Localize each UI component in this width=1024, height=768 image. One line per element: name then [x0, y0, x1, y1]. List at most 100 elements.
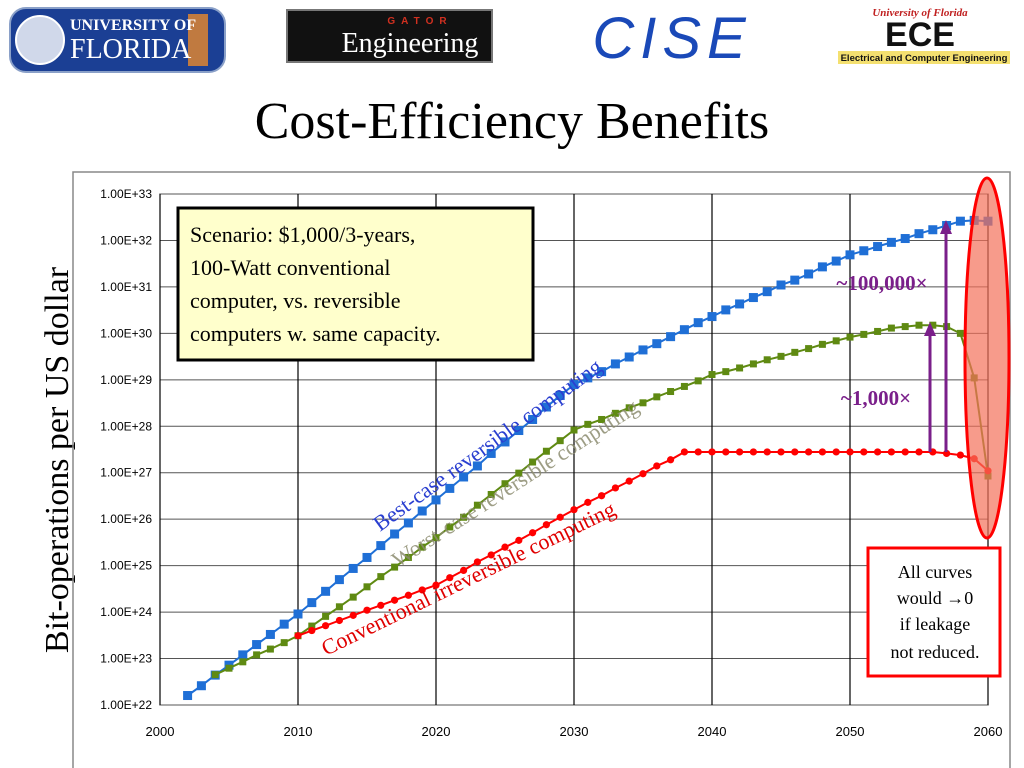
point — [362, 552, 372, 562]
point — [377, 601, 385, 609]
point — [570, 506, 578, 514]
point — [667, 456, 675, 464]
y-tick-label: 1.00E+29 — [100, 373, 152, 387]
point — [694, 377, 702, 385]
point — [556, 513, 564, 521]
scenario-text: Scenario: $1,000/3-years, — [190, 222, 415, 247]
point — [501, 480, 509, 488]
point — [404, 553, 412, 561]
point — [625, 477, 633, 485]
point — [529, 529, 537, 537]
point — [348, 563, 358, 573]
point — [528, 414, 538, 424]
point — [196, 681, 206, 691]
point — [432, 534, 440, 542]
point — [239, 658, 247, 666]
point — [914, 229, 924, 239]
point — [597, 367, 607, 377]
point — [459, 472, 469, 482]
point — [693, 318, 703, 328]
point — [432, 581, 440, 589]
point — [845, 250, 855, 260]
point — [667, 388, 675, 396]
point — [749, 448, 758, 456]
cise-logo: CISE — [592, 6, 751, 71]
gator-text: Engineering — [342, 28, 479, 59]
point — [846, 333, 854, 341]
point — [349, 593, 357, 601]
point — [831, 256, 841, 266]
point — [584, 498, 592, 506]
point — [639, 470, 647, 478]
point — [431, 495, 441, 505]
point — [680, 448, 689, 456]
point — [487, 490, 495, 498]
point — [473, 558, 481, 566]
point — [610, 359, 620, 369]
point — [529, 458, 537, 466]
point — [736, 448, 744, 456]
point — [583, 373, 593, 383]
point — [915, 321, 923, 329]
point — [804, 269, 814, 279]
point — [748, 293, 758, 303]
y-tick-label: 1.00E+22 — [100, 698, 152, 712]
point — [211, 671, 219, 679]
y-tick-label: 1.00E+31 — [100, 280, 152, 294]
point — [915, 448, 923, 456]
point — [928, 225, 938, 235]
uf-seal — [15, 15, 65, 65]
point — [515, 469, 523, 477]
x-tick-label: 2010 — [284, 724, 313, 739]
y-axis-label: Bit-operations per US dollar — [39, 266, 76, 653]
y-tick-label: 1.00E+33 — [100, 187, 152, 201]
point — [335, 603, 343, 611]
y-tick-label: 1.00E+23 — [100, 652, 152, 666]
point — [860, 330, 868, 338]
uf-text: UNIVERSITY OF — [70, 17, 196, 34]
point — [611, 409, 619, 417]
point — [541, 402, 551, 412]
ece-text: Electrical and Computer Engineering — [841, 53, 1008, 64]
point — [707, 312, 717, 322]
point — [639, 399, 647, 407]
point — [391, 563, 399, 571]
point — [280, 639, 288, 647]
point — [749, 360, 757, 368]
arrow-head — [924, 322, 936, 336]
point — [584, 420, 592, 428]
point — [901, 448, 909, 456]
point — [653, 393, 661, 401]
point — [846, 448, 854, 456]
point — [625, 404, 633, 412]
x-tick-label: 2050 — [836, 724, 865, 739]
leakage-text: All curves — [898, 562, 972, 582]
scenario-text: computer, vs. reversible — [190, 288, 401, 313]
point — [763, 448, 771, 456]
point — [417, 506, 427, 516]
point — [308, 622, 316, 630]
y-tick-label: 1.00E+26 — [100, 512, 152, 526]
point — [955, 216, 965, 226]
point — [418, 586, 426, 594]
point — [722, 368, 730, 376]
point — [514, 426, 524, 436]
point — [556, 437, 564, 445]
grid: 1.00E+22 1.00E+23 1.00E+24 1.00E+25 1.00E+26… — [100, 187, 1002, 739]
point — [472, 461, 482, 471]
point — [694, 448, 702, 456]
gator-logo: GATOR Engineering — [286, 9, 493, 63]
point — [279, 619, 289, 629]
point — [403, 518, 413, 528]
point — [418, 543, 426, 551]
point — [860, 448, 868, 456]
leakage-text: not reduced. — [891, 642, 980, 662]
point — [321, 586, 331, 596]
gator-text: GATOR — [387, 16, 452, 27]
point — [805, 448, 813, 456]
point — [487, 551, 495, 559]
point — [611, 484, 620, 492]
point — [446, 523, 454, 531]
series — [183, 215, 993, 701]
